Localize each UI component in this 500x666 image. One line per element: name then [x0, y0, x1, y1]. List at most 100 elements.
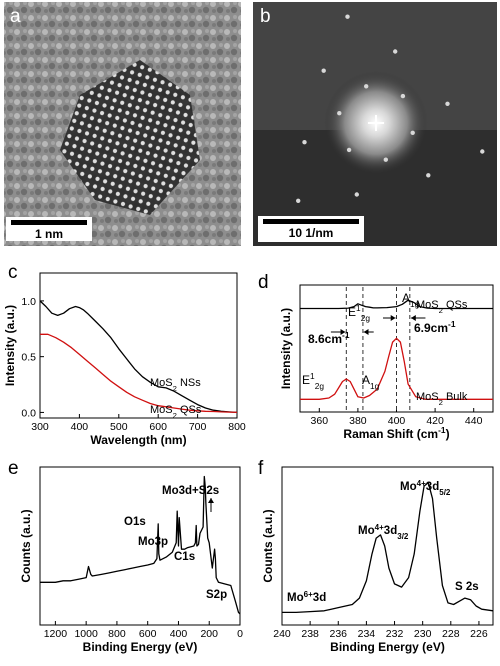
shift-label-e2g: 8.6cm-1: [308, 330, 350, 346]
fft-spot: [426, 173, 431, 178]
fft-spot: [337, 111, 342, 116]
fft-spot: [345, 14, 350, 19]
series-line: [39, 300, 238, 414]
x-tick-label: 228: [442, 628, 460, 640]
panel-b: b 10 1/nm: [253, 2, 497, 246]
x-tick-label: 226: [470, 628, 488, 640]
x-tick-label: 600: [139, 628, 157, 640]
panel-letter-e: e: [8, 458, 19, 479]
y-axis-label: Intensity (a.u.): [3, 305, 17, 386]
x-tick-label: 380: [349, 415, 367, 427]
peak-label: S 2s: [455, 581, 479, 593]
x-tick-label: 420: [426, 415, 444, 427]
x-tick-label: 300: [31, 421, 49, 433]
series-label-bulk: MoS2 Bulk: [416, 391, 468, 407]
series-line: [300, 337, 493, 400]
scalebar-a-bar: [11, 220, 87, 225]
scalebar-b-bar: [263, 219, 359, 224]
y-tick-label: 1.0: [21, 296, 36, 308]
x-axis-label: Binding Energy (eV): [83, 640, 198, 654]
x-tick-label: 500: [110, 421, 128, 433]
y-tick-label: 0.0: [21, 407, 36, 419]
fft-spot: [321, 68, 326, 73]
peak-label: Mo4+3d3/2: [358, 523, 409, 541]
scalebar-b-label: 10 1/nm: [289, 226, 334, 240]
peak-label: Mo4+3d5/2: [400, 479, 451, 497]
fft-spot: [480, 149, 485, 154]
peak-label-a1g-bulk: A1g: [362, 373, 380, 391]
panel-letter-f: f: [258, 458, 264, 479]
fft-spot: [296, 198, 301, 203]
panel-letter-d: d: [258, 272, 269, 293]
peak-label: Mo3p: [138, 536, 168, 548]
x-tick-label: 1000: [74, 628, 98, 640]
chart-e: e 1200 1000 800 600 400 200 0 Binding Energy (eV…: [8, 458, 243, 654]
fft-spot: [354, 192, 359, 197]
shift-arrowhead: [340, 329, 346, 335]
peak-label: O1s: [124, 516, 146, 528]
x-tick-label: 240: [273, 628, 291, 640]
fft-spot: [383, 157, 388, 162]
series-line: [282, 482, 494, 614]
peak-label-e2g-bulk: E12g: [302, 371, 324, 391]
series-label-qss: MoS2 QSs: [150, 404, 202, 420]
scalebar-a-label: 1 nm: [35, 227, 63, 241]
x-tick-label: 230: [414, 628, 432, 640]
peak-label: S2p: [206, 589, 227, 601]
y-axis-label: Counts (a.u.): [261, 509, 275, 582]
peak-label: Mo6+3d: [287, 590, 326, 605]
y-axis-label: Intensity (a.u.): [279, 308, 293, 389]
fft-spot: [346, 147, 352, 153]
panel-letter-b: b: [260, 6, 271, 27]
shift-arrowhead: [390, 315, 396, 321]
x-tick-label: 360: [311, 415, 329, 427]
x-tick-label: 400: [71, 421, 89, 433]
series-line: [40, 475, 241, 615]
x-tick-label: 400: [170, 628, 188, 640]
chart-d: d 360 380 400 420 440 Raman Shift (cm-1) Intens…: [258, 272, 494, 441]
x-tick-label: 1200: [44, 628, 68, 640]
fft-spot: [393, 49, 398, 54]
x-axis-label: Wavelength (nm): [90, 433, 186, 447]
y-tick-label: 0.5: [21, 352, 36, 364]
x-tick-label: 232: [386, 628, 404, 640]
chart-f: f 240 238 236 234 232 230 228 226 Binding Energy …: [258, 458, 494, 654]
x-tick-label: 700: [189, 421, 207, 433]
plot-frame: [281, 466, 494, 626]
plot-frame: [39, 466, 241, 626]
series-line: [40, 333, 238, 414]
x-axis-label: Raman Shift (cm-1): [343, 425, 449, 441]
peak-label-a1g-qss: A1g: [402, 291, 420, 309]
x-tick-label: 234: [358, 628, 376, 640]
fft-spot: [302, 140, 307, 145]
x-tick-label: 238: [301, 628, 319, 640]
fft-spots: [296, 14, 485, 203]
fft-spot: [445, 101, 450, 107]
x-tick-label: 0: [237, 628, 243, 640]
plot-frame: [39, 272, 238, 419]
x-tick-label: 440: [465, 415, 483, 427]
peak-label: Mo3d+S2s: [162, 485, 219, 497]
shift-arrowhead: [410, 315, 416, 321]
y-axis-label: Counts (a.u.): [19, 509, 33, 582]
panel-letter-a: a: [10, 6, 21, 27]
peak-pointer-head: [208, 498, 214, 503]
x-tick-label: 600: [149, 421, 167, 433]
panel-a: a 1 nm: [4, 2, 241, 246]
series-label-qss: MoS2 QSs: [416, 299, 468, 315]
shift-arrowhead: [363, 329, 369, 335]
fft-spot: [410, 130, 415, 135]
chart-c: c 300 400 500 600 700 800 0.0 0.5 1.0 Wavelength (…: [3, 262, 246, 447]
x-tick-label: 400: [388, 415, 406, 427]
x-tick-label: 236: [330, 628, 348, 640]
series-line: [300, 299, 493, 310]
x-tick-label: 200: [200, 628, 218, 640]
x-tick-label: 800: [108, 628, 126, 640]
x-axis-label: Binding Energy (eV): [330, 640, 445, 654]
fft-spot: [364, 84, 369, 89]
peak-label-e2g-qss: E12g: [348, 303, 370, 323]
panel-letter-c: c: [8, 262, 18, 283]
series-label-nss: MoS2 NSs: [150, 377, 201, 393]
shift-label-a1g: 6.9cm-1: [414, 319, 456, 335]
